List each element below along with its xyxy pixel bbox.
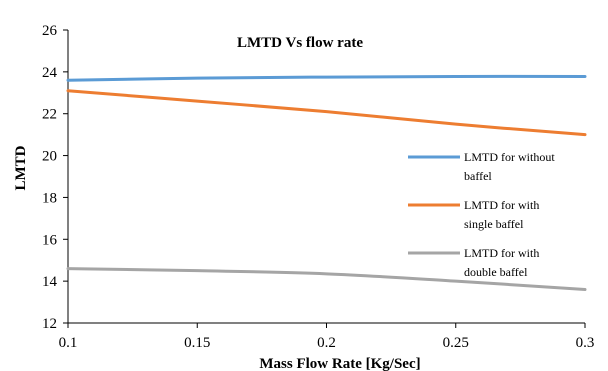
x-tick-label: 0.1 xyxy=(59,335,78,351)
legend-label-3: double baffel xyxy=(464,265,528,279)
series-line-3 xyxy=(66,267,587,292)
legend-label-1: LMTD for without xyxy=(464,150,555,164)
y-axis-label-group: LMTD xyxy=(13,145,29,190)
legend: LMTD for without baffel LMTD for with singl… xyxy=(408,150,555,279)
chart-title: LMTD Vs flow rate xyxy=(237,35,363,51)
y-tick-label: 12 xyxy=(42,316,57,332)
legend-label-3: LMTD for with xyxy=(464,246,539,260)
x-tick-label: 0.25 xyxy=(443,335,469,351)
x-tick-label: 0.3 xyxy=(576,335,595,351)
y-tick-label: 26 xyxy=(42,23,58,39)
x-tick-label: 0.2 xyxy=(317,335,336,351)
legend-label-1: baffel xyxy=(464,169,492,183)
legend-label-2: LMTD for with xyxy=(464,198,539,212)
series-line-2 xyxy=(66,89,587,137)
x-tick-label: 0.15 xyxy=(184,335,210,351)
plot-area: 12 14 16 18 20 22 24 26 0.1 0.15 0.2 0.25 0.3 xyxy=(42,23,594,351)
y-tick-label: 20 xyxy=(42,149,57,165)
series-line-1 xyxy=(66,74,587,82)
y-tick-label: 14 xyxy=(42,274,58,290)
x-axis-label: Mass Flow Rate [Kg/Sec] xyxy=(259,356,420,371)
legend-label-2: single baffel xyxy=(464,217,524,231)
y-tick-label: 24 xyxy=(42,65,58,81)
y-tick-label: 16 xyxy=(42,232,58,248)
y-axis-label: LMTD xyxy=(13,145,29,190)
y-tick-label: 18 xyxy=(42,190,57,206)
y-tick-label: 22 xyxy=(42,107,57,123)
